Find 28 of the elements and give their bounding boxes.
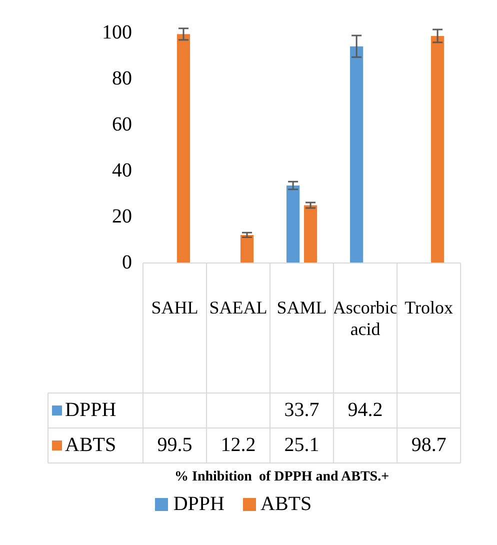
y-tick-label: 60 bbox=[112, 113, 132, 136]
data-label: 98.7 bbox=[411, 434, 446, 456]
y-tick-label: 40 bbox=[112, 159, 132, 182]
data-label: 12.2 bbox=[220, 434, 256, 456]
bar bbox=[304, 205, 318, 263]
text: ABTS bbox=[260, 493, 312, 515]
x-tick-label: SAML bbox=[276, 298, 327, 318]
bar bbox=[350, 46, 364, 263]
data-label: 94.2 bbox=[348, 398, 383, 421]
bar bbox=[176, 34, 190, 263]
y-tick-label: 100 bbox=[102, 21, 132, 44]
y-tick-label: 20 bbox=[112, 205, 132, 228]
text: DPPH bbox=[173, 493, 224, 515]
legend-label: ABTS bbox=[65, 434, 116, 456]
bar bbox=[240, 234, 254, 263]
y-tick-label: 0 bbox=[122, 251, 132, 274]
data-label: 99.5 bbox=[157, 434, 192, 456]
text: % Inhibition of DPPH and ABTS.+ bbox=[174, 470, 390, 485]
bar bbox=[286, 185, 300, 263]
y-tick-label: 80 bbox=[112, 67, 132, 90]
data-label: 25.1 bbox=[284, 434, 320, 456]
x-tick-label: Ascorbic acid bbox=[332, 298, 398, 340]
x-tick-label: SAHL bbox=[151, 298, 198, 318]
data-label: 33.7 bbox=[284, 398, 320, 421]
x-tick-label: SAEAL bbox=[209, 298, 268, 318]
bar bbox=[431, 36, 444, 263]
x-tick-label: Trolox bbox=[404, 298, 453, 318]
legend-label: DPPH bbox=[65, 398, 116, 421]
